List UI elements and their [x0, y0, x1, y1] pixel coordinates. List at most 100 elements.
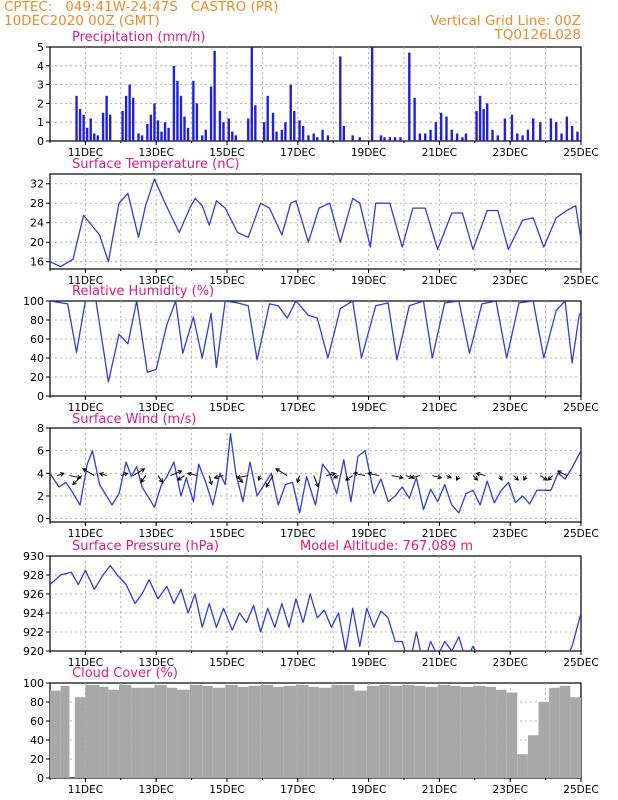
- precip-bar: [455, 133, 459, 141]
- wind-arrow: [345, 475, 353, 481]
- precip-bar: [201, 135, 204, 141]
- wind-arrow-shaft: [476, 472, 486, 477]
- press-ytick-label: 926: [23, 588, 44, 601]
- temp-xtick-label: 21DEC: [422, 275, 457, 287]
- wind-arrow-shaft: [432, 475, 442, 479]
- precip-bar: [183, 116, 186, 141]
- wind-xtick-label: 21DEC: [422, 528, 457, 540]
- wind-arrow: [409, 474, 421, 480]
- precip-bar: [124, 95, 128, 141]
- cloud-ytick-label: 60: [30, 715, 44, 728]
- cloud-bar: [450, 685, 461, 778]
- wind-arrow: [257, 475, 262, 481]
- press-xtick-label: 15DEC: [209, 657, 244, 669]
- cloud-bar: [473, 685, 486, 778]
- wind-arrow-head: [366, 471, 372, 477]
- precip-bar: [576, 131, 579, 141]
- wind-panel: [46, 427, 582, 526]
- precip-bar: [101, 112, 105, 141]
- precip-bar: [482, 109, 485, 141]
- precip-bar: [429, 129, 432, 141]
- wind-arrow: [556, 470, 568, 477]
- wind-arrow-head: [186, 471, 192, 477]
- cloud-xtick-label: 17DEC: [280, 784, 315, 796]
- press-title: Surface Pressure (hPa): [72, 539, 219, 554]
- precip-bar: [293, 110, 296, 141]
- wind-arrow-shaft: [557, 470, 568, 477]
- precip-bar: [280, 129, 284, 141]
- temp-plot-area: [50, 178, 581, 268]
- wind-arrow: [366, 471, 380, 477]
- cloud-bar: [389, 685, 403, 778]
- cloud-bar: [154, 684, 167, 778]
- cloud-bar: [527, 735, 539, 778]
- precip-bar: [163, 122, 167, 141]
- press-ytick-label: 922: [23, 626, 44, 639]
- wind-arrow: [352, 471, 366, 477]
- precip-bar: [439, 112, 443, 141]
- precip-bar: [351, 135, 354, 141]
- wind-arrow-head: [398, 474, 404, 480]
- precip-bar: [250, 47, 253, 141]
- precip-bar: [393, 137, 397, 141]
- wind-arrow-shaft: [214, 475, 224, 479]
- precip-xtick-label: 15DEC: [209, 147, 244, 159]
- wind-ytick-label: 2: [37, 490, 44, 503]
- wind-arrow-head: [498, 476, 503, 481]
- cloud-xtick-label: 13DEC: [138, 784, 173, 796]
- temp-ytick-label: 28: [30, 197, 44, 210]
- wind-arrow-head: [275, 468, 280, 473]
- precip-bar: [413, 97, 416, 141]
- precip-bar: [146, 124, 149, 141]
- precip-plot-area: [75, 47, 579, 141]
- wind-arrow: [333, 474, 339, 479]
- rh-ytick-label: 0: [37, 390, 44, 403]
- temp-xtick-label: 13DEC: [138, 275, 173, 287]
- precip-bar: [532, 118, 535, 141]
- precip-bar: [93, 133, 96, 141]
- cloud-bar: [119, 684, 132, 778]
- precip-bar: [565, 116, 569, 141]
- precip-bar: [167, 127, 170, 141]
- model-id: TQ0126L028: [494, 27, 581, 43]
- wind-arrow: [547, 475, 554, 481]
- precip-xtick-label: 17DEC: [280, 147, 315, 159]
- precip-ytick-label: 1: [37, 116, 44, 129]
- precip-bar: [307, 135, 310, 141]
- precip-bar: [176, 80, 179, 141]
- rh-xtick-label: 25DEC: [563, 402, 598, 414]
- cloud-bar: [283, 685, 297, 778]
- wind-arrow-head: [514, 476, 519, 481]
- precip-bar: [156, 120, 160, 141]
- press-plot-area: [50, 564, 581, 651]
- precip-bar: [526, 129, 530, 141]
- wind-arrow: [176, 475, 185, 481]
- wind-arrow-shaft: [72, 475, 83, 485]
- precip-bar: [153, 103, 156, 141]
- wind-arrow-shaft: [367, 472, 380, 477]
- wind-arrow-shaft: [177, 475, 185, 481]
- precip-xtick-label: 21DEC: [422, 147, 457, 159]
- cloud-bar: [142, 687, 155, 778]
- wind-arrow: [498, 475, 503, 481]
- wind-arrow: [213, 474, 224, 480]
- wind-arrow-shaft: [82, 468, 95, 476]
- cloud-bar: [108, 689, 120, 778]
- precip-bar: [418, 133, 422, 141]
- cloud-bar: [189, 684, 203, 778]
- precip-bar: [137, 133, 140, 141]
- cloud-bar: [570, 697, 581, 778]
- precip-bar: [399, 137, 402, 141]
- wind-arrow: [170, 470, 183, 477]
- precip-bar: [204, 129, 207, 141]
- precip-bar: [312, 133, 315, 141]
- rh-frame: [49, 300, 582, 397]
- cloud-bar: [379, 684, 390, 778]
- temp-ytick-label: 20: [30, 236, 44, 249]
- wind-arrow-head: [140, 468, 146, 473]
- precip-bar: [560, 133, 563, 141]
- wind-arrow-shaft: [353, 472, 366, 477]
- wind-arrow-shaft: [313, 475, 319, 488]
- cloud-bar: [496, 689, 507, 778]
